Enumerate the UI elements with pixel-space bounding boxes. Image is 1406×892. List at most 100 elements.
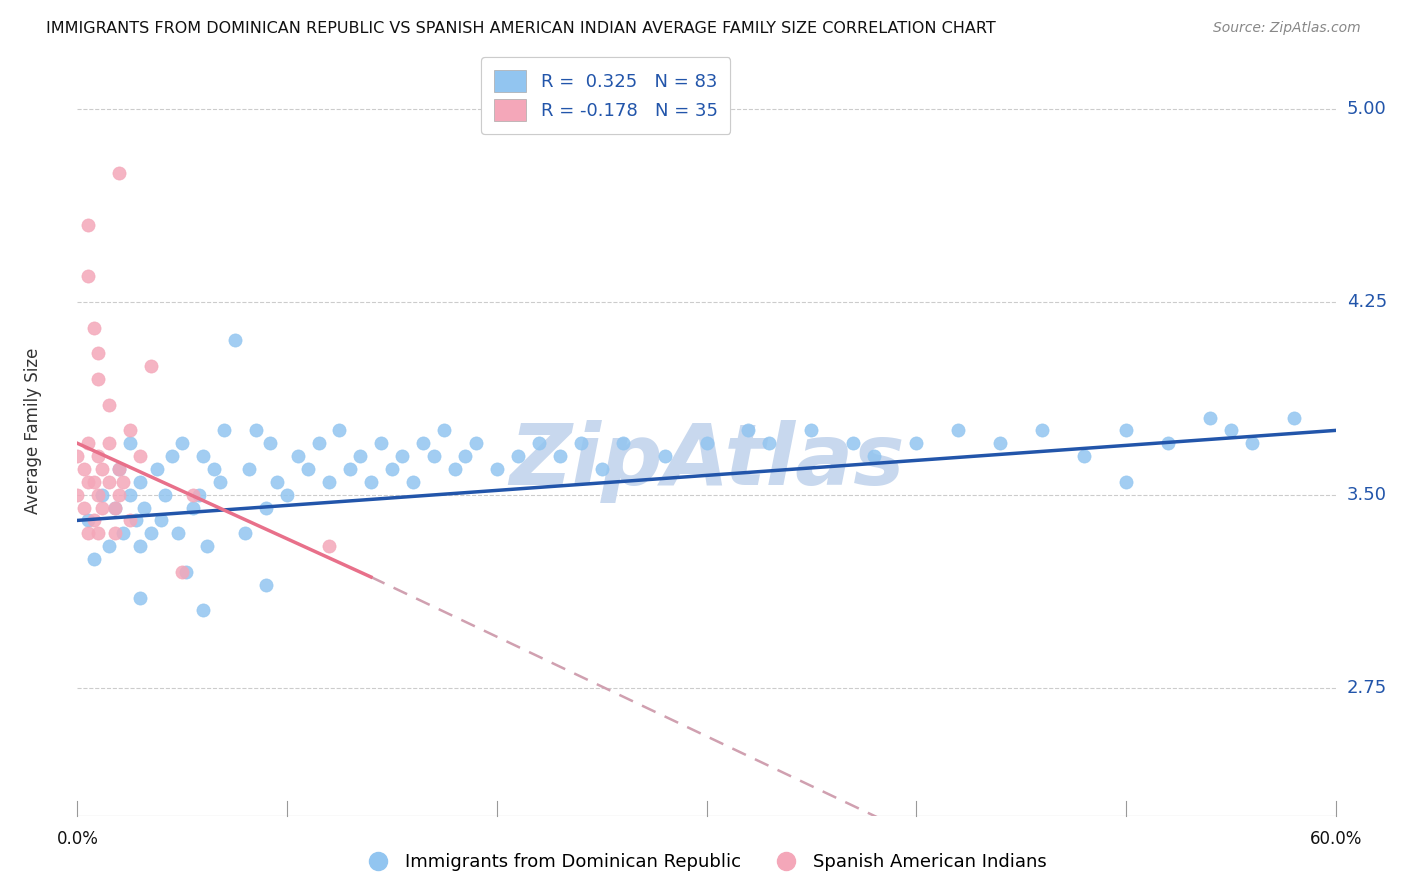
- Point: [318, 475, 340, 489]
- Point: [254, 500, 277, 515]
- Point: [412, 436, 434, 450]
- Point: [191, 603, 215, 617]
- Point: [349, 449, 371, 463]
- Point: [155, 488, 177, 502]
- Point: [160, 449, 183, 463]
- Point: [91, 462, 114, 476]
- Point: [167, 526, 190, 541]
- Point: [118, 424, 141, 438]
- Point: [569, 436, 592, 450]
- Point: [1199, 410, 1222, 425]
- Point: [87, 346, 110, 360]
- Point: [328, 424, 350, 438]
- Point: [339, 462, 361, 476]
- Point: [66, 488, 89, 502]
- Point: [129, 475, 152, 489]
- Point: [297, 462, 319, 476]
- Point: [988, 436, 1011, 450]
- Point: [224, 334, 246, 348]
- Point: [146, 462, 169, 476]
- Point: [444, 462, 467, 476]
- Point: [91, 488, 114, 502]
- Text: 3.50: 3.50: [1347, 485, 1386, 504]
- Point: [83, 320, 105, 334]
- Point: [118, 436, 141, 450]
- Text: 4.25: 4.25: [1347, 293, 1388, 310]
- Point: [181, 488, 204, 502]
- Point: [1240, 436, 1263, 450]
- Point: [1073, 449, 1095, 463]
- Point: [87, 526, 110, 541]
- Point: [150, 513, 173, 527]
- Point: [97, 398, 120, 412]
- Point: [591, 462, 613, 476]
- Point: [104, 526, 127, 541]
- Point: [108, 462, 131, 476]
- Point: [259, 436, 281, 450]
- Point: [129, 449, 152, 463]
- Point: [423, 449, 446, 463]
- Point: [125, 513, 148, 527]
- Point: [485, 462, 508, 476]
- Point: [454, 449, 477, 463]
- Point: [863, 449, 886, 463]
- Point: [1031, 424, 1053, 438]
- Point: [266, 475, 288, 489]
- Point: [112, 475, 135, 489]
- Point: [188, 488, 211, 502]
- Point: [506, 449, 529, 463]
- Point: [129, 539, 152, 553]
- Text: 5.00: 5.00: [1347, 100, 1386, 118]
- Text: 2.75: 2.75: [1347, 679, 1388, 697]
- Point: [97, 436, 120, 450]
- Point: [112, 526, 135, 541]
- Point: [842, 436, 865, 450]
- Point: [433, 424, 456, 438]
- Point: [72, 462, 94, 476]
- Point: [76, 526, 98, 541]
- Point: [139, 359, 162, 373]
- Point: [118, 513, 141, 527]
- Point: [612, 436, 634, 450]
- Point: [108, 166, 131, 180]
- Point: [1157, 436, 1180, 450]
- Point: [758, 436, 780, 450]
- Point: [1115, 424, 1137, 438]
- Point: [66, 449, 89, 463]
- Point: [97, 539, 120, 553]
- Point: [108, 462, 131, 476]
- Point: [83, 552, 105, 566]
- Legend: Immigrants from Dominican Republic, Spanish American Indians: Immigrants from Dominican Republic, Span…: [353, 847, 1053, 879]
- Point: [402, 475, 425, 489]
- Point: [87, 372, 110, 386]
- Point: [381, 462, 404, 476]
- Point: [800, 424, 823, 438]
- Point: [464, 436, 486, 450]
- Point: [76, 269, 98, 284]
- Point: [83, 513, 105, 527]
- Text: IMMIGRANTS FROM DOMINICAN REPUBLIC VS SPANISH AMERICAN INDIAN AVERAGE FAMILY SIZ: IMMIGRANTS FROM DOMINICAN REPUBLIC VS SP…: [46, 21, 995, 36]
- Point: [139, 526, 162, 541]
- Point: [276, 488, 298, 502]
- Point: [212, 424, 235, 438]
- Point: [254, 578, 277, 592]
- Point: [129, 591, 152, 605]
- Point: [233, 526, 256, 541]
- Point: [76, 218, 98, 232]
- Text: 0.0%: 0.0%: [56, 830, 98, 848]
- Point: [1219, 424, 1241, 438]
- Point: [548, 449, 571, 463]
- Legend: R =  0.325   N = 83, R = -0.178   N = 35: R = 0.325 N = 83, R = -0.178 N = 35: [481, 57, 731, 134]
- Point: [208, 475, 231, 489]
- Point: [108, 488, 131, 502]
- Point: [245, 424, 267, 438]
- Point: [1115, 475, 1137, 489]
- Point: [391, 449, 413, 463]
- Point: [76, 475, 98, 489]
- Point: [191, 449, 215, 463]
- Point: [238, 462, 260, 476]
- Point: [181, 500, 204, 515]
- Point: [134, 500, 156, 515]
- Point: [948, 424, 970, 438]
- Point: [654, 449, 676, 463]
